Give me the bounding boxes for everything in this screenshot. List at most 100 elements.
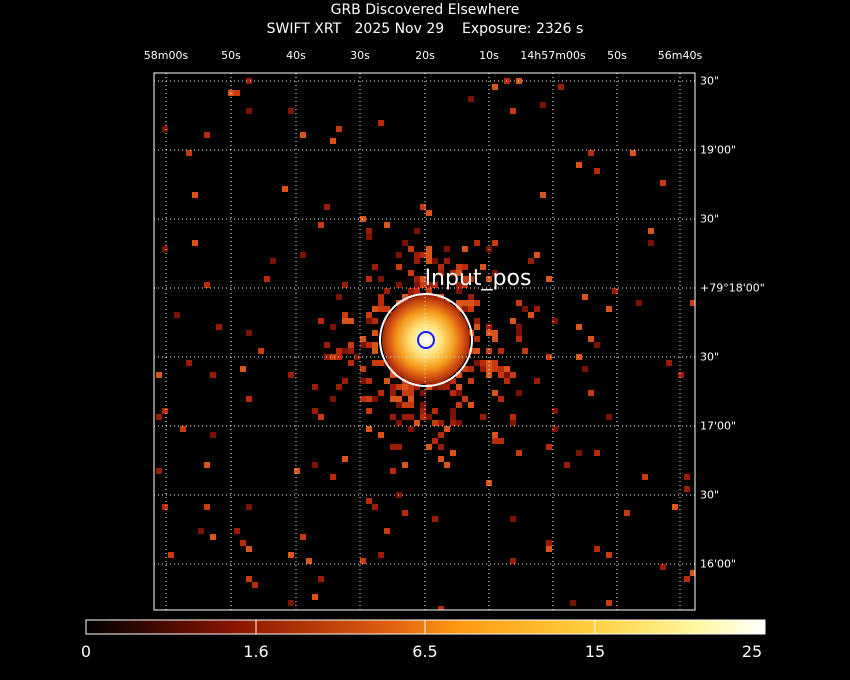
photon-pixel — [534, 306, 540, 312]
photon-pixel — [492, 84, 498, 90]
photon-pixel — [540, 192, 546, 198]
photon-pixel — [318, 576, 324, 582]
photon-pixel — [492, 240, 498, 246]
photon-pixel — [456, 288, 462, 294]
photon-pixel — [372, 330, 378, 336]
photon-pixel — [612, 288, 618, 294]
photon-pixel — [396, 372, 402, 378]
photon-pixel — [486, 372, 492, 378]
photon-pixel — [672, 504, 678, 510]
photon-pixel — [318, 318, 324, 324]
photon-pixel — [330, 354, 336, 360]
photon-pixel — [426, 246, 432, 252]
photon-pixel — [492, 330, 498, 336]
photon-pixel — [498, 396, 504, 402]
photon-pixel — [594, 450, 600, 456]
photon-pixel — [606, 552, 612, 558]
photon-pixel — [438, 420, 444, 426]
photon-pixel — [336, 294, 342, 300]
photon-pixel — [396, 396, 402, 402]
coordinate-grid — [154, 73, 695, 610]
photon-pixel — [324, 204, 330, 210]
colorbar-tick-label: 1.6 — [243, 642, 269, 661]
photon-pixel — [408, 402, 414, 408]
photon-pixel — [456, 300, 462, 306]
photon-pixel — [450, 390, 456, 396]
photon-pixel — [384, 222, 390, 228]
photon-pixel — [462, 246, 468, 252]
photon-pixel — [396, 264, 402, 270]
photon-pixel — [432, 420, 438, 426]
photon-pixel — [342, 456, 348, 462]
ra-tick-label: 40s — [286, 49, 306, 62]
photon-pixel — [546, 546, 552, 552]
photon-pixel — [438, 606, 444, 610]
photon-pixel — [348, 360, 354, 366]
photon-pixel — [510, 516, 516, 522]
photon-pixel — [684, 474, 690, 480]
photon-pixel — [426, 384, 432, 390]
photon-pixel — [336, 348, 342, 354]
photon-pixel — [324, 342, 330, 348]
photon-pixel — [414, 258, 420, 264]
photon-pixel — [474, 324, 480, 330]
photon-pixel — [366, 276, 372, 282]
photon-pixel — [402, 402, 408, 408]
photon-pixel — [492, 390, 498, 396]
photon-pixel — [486, 348, 492, 354]
photon-pixel — [552, 426, 558, 432]
input-position-circle — [417, 331, 435, 349]
photon-pixel — [450, 270, 456, 276]
photon-pixel — [426, 210, 432, 216]
photon-pixel — [420, 204, 426, 210]
photon-pixel — [402, 294, 408, 300]
photon-pixel — [360, 558, 366, 564]
photon-pixel — [456, 264, 462, 270]
photon-pixel — [378, 390, 384, 396]
dec-tick-label: 16'00" — [700, 557, 737, 571]
photon-pixel — [246, 576, 252, 582]
photon-pixel — [420, 402, 426, 408]
photon-pixel — [372, 396, 378, 402]
photon-pixel — [246, 108, 252, 114]
photon-pixel — [462, 366, 468, 372]
photon-pixel — [438, 444, 444, 450]
photon-pixel — [414, 288, 420, 294]
photon-pixel — [390, 390, 396, 396]
photon-pixel — [396, 282, 402, 288]
photon-pixel — [414, 276, 420, 282]
photon-pixel — [456, 390, 462, 396]
photon-pixel — [318, 222, 324, 228]
photon-pixel — [582, 366, 588, 372]
photon-pixel — [462, 276, 468, 282]
photon-pixel — [360, 396, 366, 402]
photon-pixel — [414, 252, 420, 258]
photon-pixel — [642, 474, 648, 480]
photon-pixel — [504, 372, 510, 378]
dec-tick-label: 30" — [700, 350, 720, 364]
photon-pixel — [516, 300, 522, 306]
photon-pixel — [438, 432, 444, 438]
photon-pixel — [330, 396, 336, 402]
photon-pixel — [468, 402, 474, 408]
photon-pixel — [546, 540, 552, 546]
photon-pixel — [534, 252, 540, 258]
photon-pixel — [450, 414, 456, 420]
photon-pixel — [156, 468, 162, 474]
photon-pixel — [414, 228, 420, 234]
photon-pixel — [456, 402, 462, 408]
photon-pixel — [474, 348, 480, 354]
photon-pixel — [360, 336, 366, 342]
photon-pixel — [594, 546, 600, 552]
photon-pixel — [636, 300, 642, 306]
photon-pixel — [426, 414, 432, 420]
photon-pixel — [420, 390, 426, 396]
photon-pixel — [486, 276, 492, 282]
photon-pixel — [342, 312, 348, 318]
photon-pixel — [606, 600, 612, 606]
photon-pixel — [480, 264, 486, 270]
photon-pixel — [432, 282, 438, 288]
ra-tick-label: 20s — [415, 49, 435, 62]
photon-pixel — [198, 528, 204, 534]
photon-pixel — [546, 354, 552, 360]
